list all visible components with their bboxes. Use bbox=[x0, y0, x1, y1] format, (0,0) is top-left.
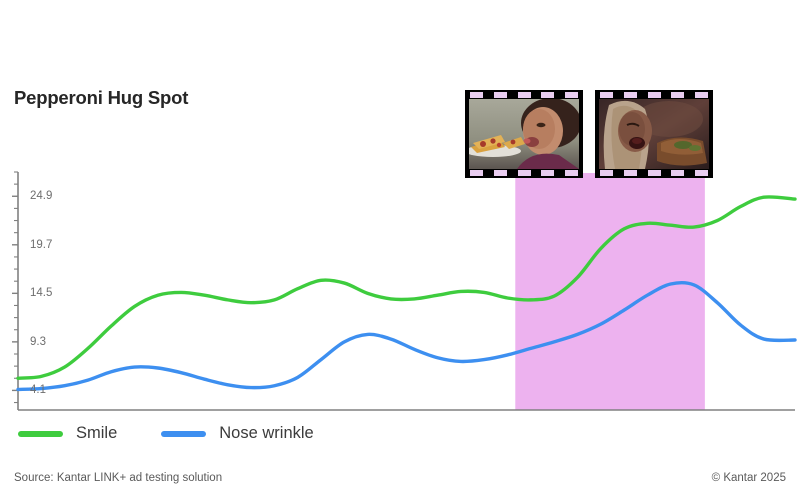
series-line-nose-wrinkle bbox=[16, 280, 797, 392]
film-sprockets-top bbox=[600, 92, 708, 98]
film-sprockets-top bbox=[470, 92, 578, 98]
y-axis-tick-label: 9.3 bbox=[30, 335, 46, 348]
chart-legend: Smile Nose wrinkle bbox=[18, 424, 314, 443]
y-axis-tick-label: 19.7 bbox=[30, 238, 53, 251]
film-sprockets-bottom bbox=[470, 170, 578, 176]
legend-item-nose-wrinkle[interactable]: Nose wrinkle bbox=[161, 424, 314, 443]
series-line-smile bbox=[16, 195, 797, 380]
thumbnail-image-1 bbox=[469, 99, 579, 169]
legend-swatch-nose-wrinkle bbox=[161, 430, 207, 437]
series-layer bbox=[16, 195, 797, 392]
highlight-band bbox=[515, 173, 705, 410]
legend-label-nose-wrinkle: Nose wrinkle bbox=[219, 424, 314, 442]
legend-label-smile: Smile bbox=[76, 424, 118, 442]
film-sprockets-bottom bbox=[600, 170, 708, 176]
legend-item-smile[interactable]: Smile bbox=[18, 424, 117, 443]
y-axis-tick-label: 14.5 bbox=[30, 287, 53, 300]
page-title: Pepperoni Hug Spot bbox=[14, 87, 189, 108]
axis-layer bbox=[12, 171, 795, 411]
source-note: Source: Kantar LINK+ ad testing solution bbox=[14, 472, 223, 484]
woman-eating-dark-icon bbox=[599, 99, 709, 169]
y-axis-tick-label: 24.9 bbox=[30, 190, 53, 203]
thumbnail-image-2 bbox=[599, 99, 709, 169]
highlight-band-layer bbox=[515, 173, 705, 410]
thumbnail-frame-2[interactable] bbox=[595, 90, 713, 178]
thumbnail-frame-1[interactable] bbox=[465, 90, 583, 178]
y-axis-tick-label: 4.1 bbox=[30, 384, 46, 397]
legend-swatch-smile bbox=[18, 430, 63, 437]
woman-eating-pizza-icon bbox=[469, 99, 579, 169]
copyright-note: © Kantar 2025 bbox=[711, 472, 786, 484]
